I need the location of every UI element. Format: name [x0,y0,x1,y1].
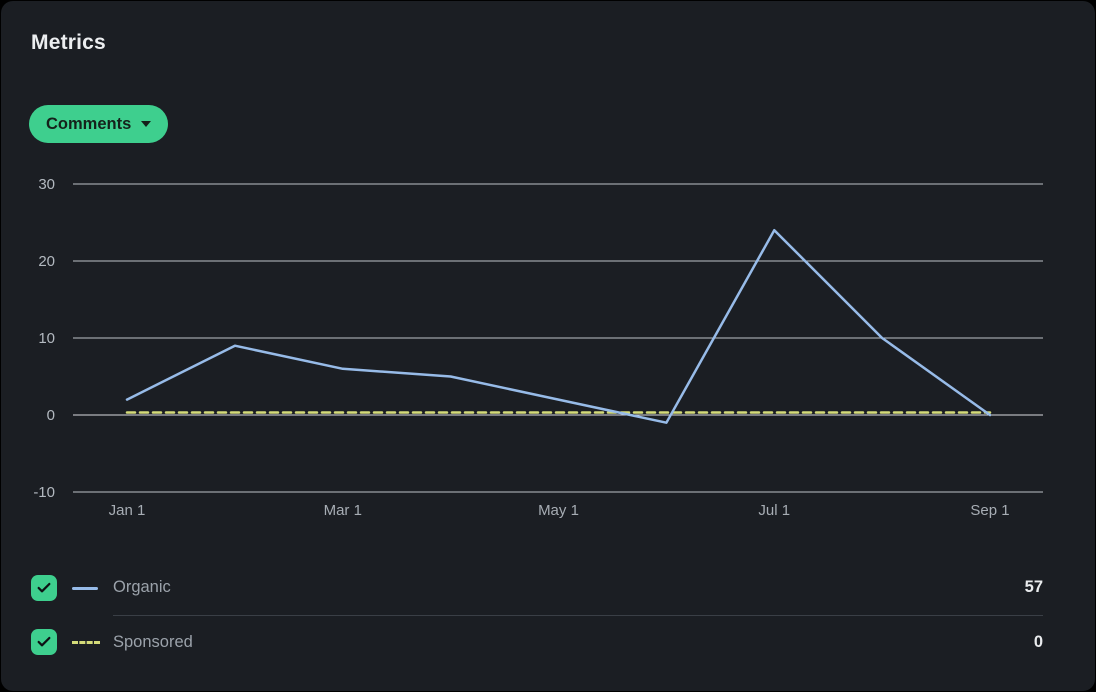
legend-label-sponsored: Sponsored [113,632,193,651]
metric-dropdown-label: Comments [46,114,132,133]
checkmark-icon [37,582,51,593]
caret-down-icon [141,121,152,127]
metric-dropdown-button[interactable]: Comments [29,105,169,143]
svg-text:Jul 1: Jul 1 [758,502,790,519]
legend-label-organic: Organic [113,578,171,596]
svg-text:0: 0 [47,407,55,424]
organic-checkbox[interactable] [31,575,57,601]
svg-text:May 1: May 1 [538,502,579,519]
legend-value-organic: 57 [1024,578,1043,596]
legend-row-organic: Organic 57 [31,561,1043,616]
svg-text:Sep 1: Sep 1 [970,502,1009,519]
svg-text:10: 10 [38,330,55,347]
sponsored-line-sample [72,640,100,644]
checkmark-icon [37,636,51,647]
legend-value-sponsored: 0 [1033,632,1043,651]
svg-text:20: 20 [38,253,55,270]
svg-text:30: 30 [38,176,55,193]
svg-text:Jan 1: Jan 1 [109,502,146,519]
chart-legend: Organic 57 Sponsored 0 [31,561,1043,669]
svg-text:Mar 1: Mar 1 [324,502,362,519]
metrics-chart: 30 20 10 0 -10 Jan 1 Mar 1 May 1 Jul 1 Sep 1 [33,176,1043,519]
legend-row-sponsored: Sponsored 0 [31,615,1043,669]
sponsored-checkbox[interactable] [31,629,57,655]
page-title: Metrics [31,31,106,54]
svg-text:-10: -10 [33,484,55,501]
organic-line-sample [72,586,100,590]
